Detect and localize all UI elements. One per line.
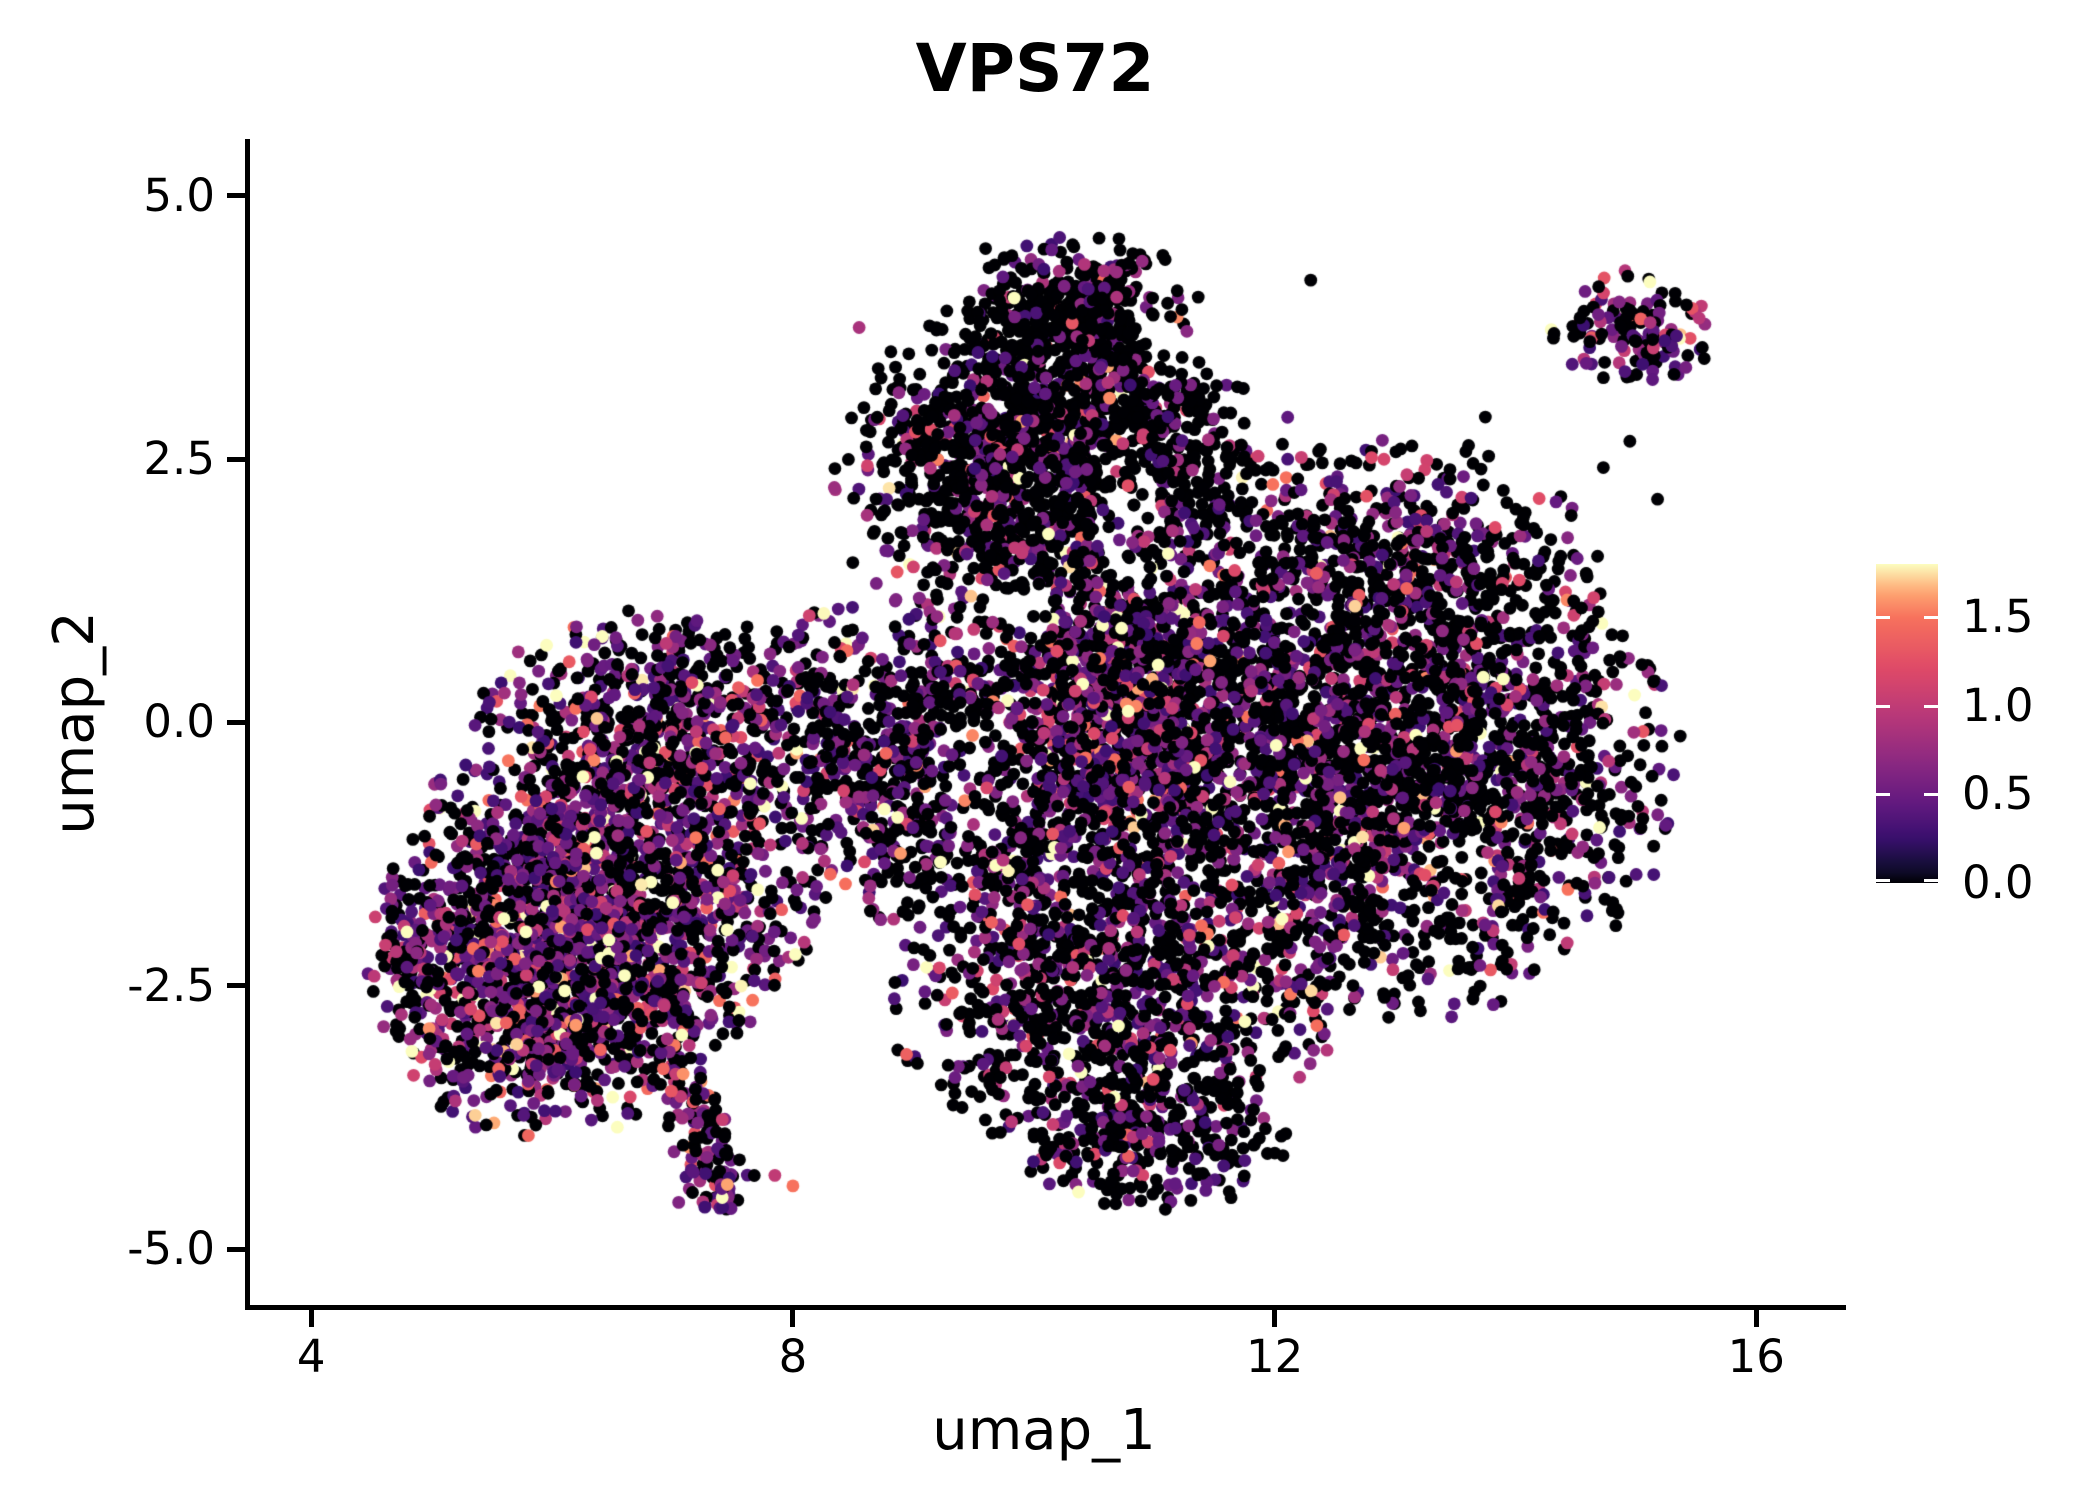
y-tick-label: 2.5 xyxy=(143,432,215,486)
colorbar-tick-label: 0.0 xyxy=(1962,856,2034,909)
colorbar-gradient xyxy=(1876,564,1938,883)
x-axis-line xyxy=(245,1305,1846,1310)
colorbar-tick-mark xyxy=(1876,704,1890,708)
colorbar-tick-mark xyxy=(1924,793,1938,797)
y-tick-mark xyxy=(227,193,245,199)
x-tick-label: 16 xyxy=(1727,1330,1785,1383)
y-tick-label: -2.5 xyxy=(127,958,215,1012)
x-tick-mark xyxy=(1753,1307,1759,1327)
x-tick-label: 4 xyxy=(296,1330,326,1383)
y-tick-label: 0.0 xyxy=(143,695,215,749)
x-tick-mark xyxy=(1272,1307,1278,1327)
x-tick-label: 12 xyxy=(1245,1330,1304,1383)
colorbar-tick-mark xyxy=(1876,793,1890,797)
x-tick-mark xyxy=(308,1307,314,1327)
y-tick-label: -5.0 xyxy=(127,1222,215,1276)
x-axis-title: umap_1 xyxy=(932,1398,1156,1463)
chart-title: VPS72 xyxy=(915,30,1155,107)
colorbar-tick-mark xyxy=(1924,616,1938,620)
colorbar-tick-mark xyxy=(1876,879,1890,882)
y-tick-label: 5.0 xyxy=(143,168,215,222)
colorbar-tick-mark xyxy=(1924,704,1938,708)
colorbar-tick-mark xyxy=(1876,616,1890,620)
y-tick-mark xyxy=(227,983,245,989)
colorbar-tick-mark xyxy=(1924,879,1938,882)
colorbar-tick-label: 0.5 xyxy=(1962,767,2034,821)
colorbar-tick-label: 1.0 xyxy=(1962,678,2034,732)
x-tick-mark xyxy=(790,1307,796,1327)
colorbar-tick-label: 1.5 xyxy=(1962,590,2034,644)
y-tick-mark xyxy=(227,719,245,725)
y-axis-line xyxy=(245,139,250,1309)
y-tick-mark xyxy=(227,456,245,462)
x-tick-label: 8 xyxy=(778,1330,808,1383)
y-tick-mark xyxy=(227,1246,245,1252)
